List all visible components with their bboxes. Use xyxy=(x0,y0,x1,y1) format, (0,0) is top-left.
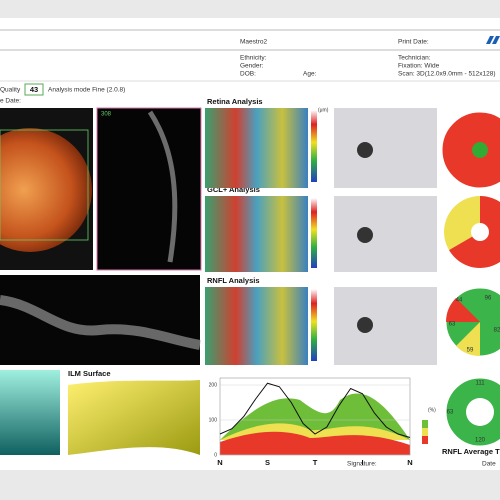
sector-value: 96 xyxy=(485,296,492,302)
x-tick-label: T xyxy=(313,458,318,467)
date: Date xyxy=(482,461,496,468)
maps: (μm) xyxy=(205,107,437,365)
quality-value: 43 xyxy=(30,85,38,94)
dob: DOB: xyxy=(240,71,256,78)
gcl-title: GCL+ Analysis xyxy=(207,185,260,194)
x-tick-label: N xyxy=(407,458,412,467)
gcl-sector xyxy=(444,196,480,250)
deviation-map xyxy=(334,196,437,272)
gcl-center xyxy=(471,223,489,241)
thickness-line xyxy=(219,382,411,438)
scan: Scan: 3D(12.0x9.0mm - 512x128) xyxy=(398,71,496,78)
oct-label: 308 xyxy=(101,112,112,118)
clock-value: 111 xyxy=(475,381,485,387)
x-tick-label: N xyxy=(217,458,222,467)
retina-title: Retina Analysis xyxy=(207,97,263,106)
sector-value: 59 xyxy=(467,348,474,354)
technician: Technician: xyxy=(398,55,431,62)
gcl-sector xyxy=(449,195,500,268)
device: Maestro2 xyxy=(240,39,267,46)
bscan-layer xyxy=(0,295,201,350)
exam-date: e Date: xyxy=(0,98,21,105)
surface-teal xyxy=(0,370,60,455)
colorbar xyxy=(311,198,317,268)
ethnicity: Ethnicity: xyxy=(240,55,267,62)
print-date: Print Date: xyxy=(398,39,429,46)
deviation-map xyxy=(334,108,437,188)
x-tick-label: I xyxy=(361,458,363,467)
ilm-title: ILM Surface xyxy=(68,369,111,378)
x-tick-label: S xyxy=(265,458,270,467)
oct-layer xyxy=(147,110,178,263)
quality-label: Quality xyxy=(0,87,21,94)
unit: (%) xyxy=(428,407,436,413)
gender: Gender: xyxy=(240,63,264,70)
logo xyxy=(486,36,500,44)
y-tick-label: 100 xyxy=(209,417,218,423)
fixation: Fixation: Wide xyxy=(398,63,440,70)
gcl-map xyxy=(205,196,308,272)
y-tick-label: 0 xyxy=(214,452,217,458)
sector-value: 44 xyxy=(456,298,463,304)
clock-value: 63 xyxy=(447,410,454,416)
abnormal-band xyxy=(220,431,410,455)
analysis-mode: Analysis mode Fine (2.0.8) xyxy=(48,87,125,94)
rnfl-clock-center xyxy=(466,398,494,426)
quality-box xyxy=(24,83,44,96)
sector-value: 82 xyxy=(494,328,500,334)
deviation-map xyxy=(334,287,437,365)
bscan xyxy=(0,275,200,365)
sector-value: 63 xyxy=(449,322,456,328)
retina-map xyxy=(205,108,308,188)
retina-grid xyxy=(441,111,500,189)
clock-value: 120 xyxy=(475,438,486,444)
average-title: RNFL Average Th xyxy=(442,447,500,456)
signature: Signature: xyxy=(347,461,377,468)
rnfl-title: RNFL Analysis xyxy=(207,276,260,285)
colorbar xyxy=(311,289,317,361)
unit: (μm) xyxy=(318,107,329,113)
scan-area xyxy=(0,129,89,241)
retina-center xyxy=(472,142,488,158)
oct-frame xyxy=(96,107,202,271)
fundus xyxy=(0,128,92,252)
colorbar xyxy=(311,110,317,182)
age: Age: xyxy=(303,71,317,78)
y-tick-label: 200 xyxy=(209,382,218,388)
surface-yellow xyxy=(68,380,200,455)
rnfl-map xyxy=(205,287,308,365)
